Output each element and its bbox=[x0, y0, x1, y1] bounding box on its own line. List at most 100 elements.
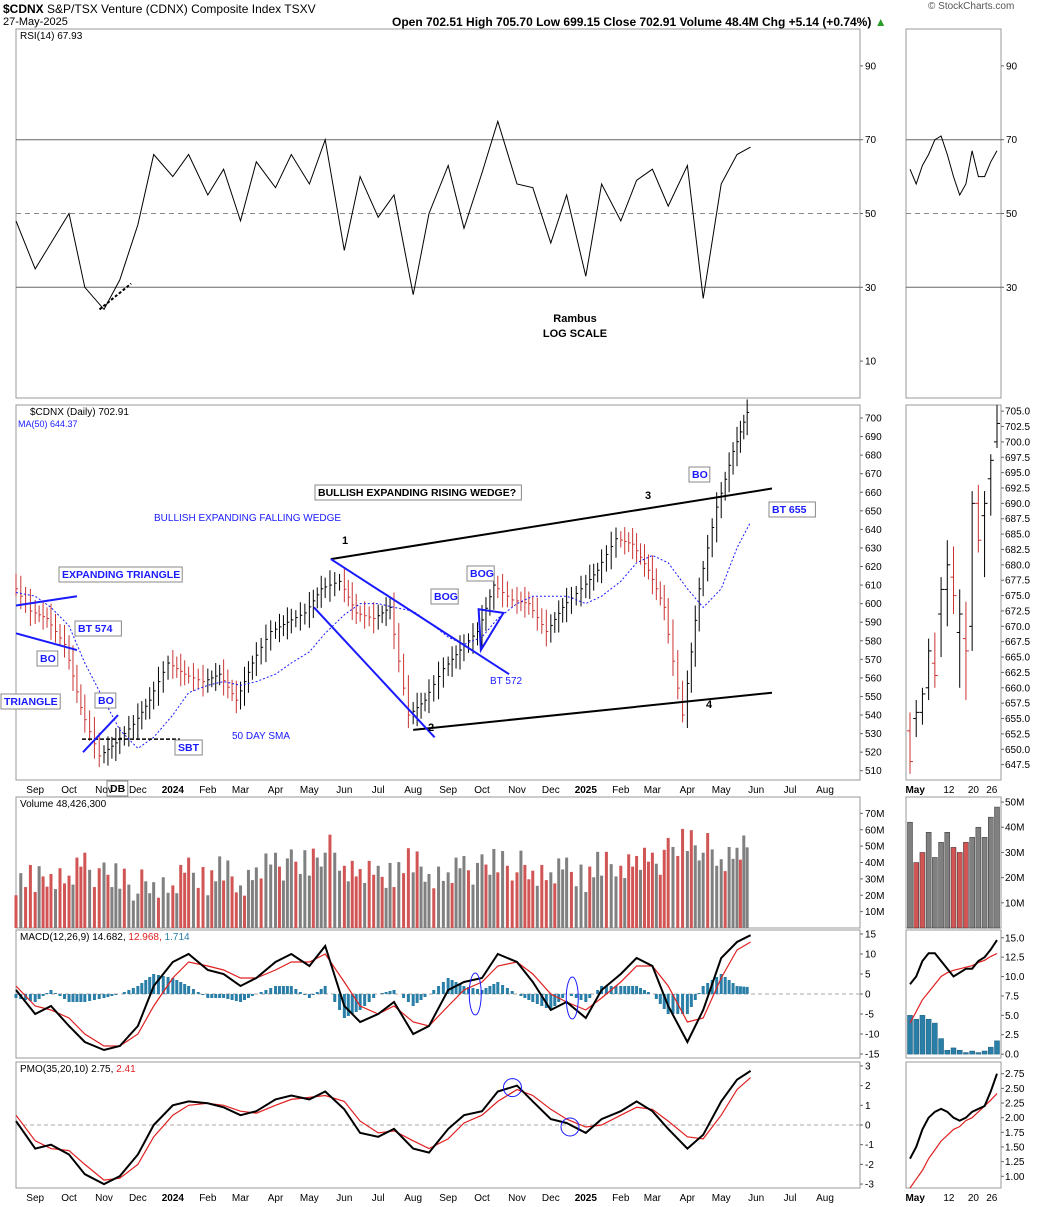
macd-zoom-y-label: 5.0 bbox=[1005, 1011, 1019, 1022]
volume-bar bbox=[627, 854, 631, 928]
volume-bar bbox=[239, 885, 243, 928]
annotation-box bbox=[36, 650, 59, 667]
macd-histogram-bar bbox=[315, 992, 319, 994]
macd-histogram-bar bbox=[510, 991, 514, 994]
volume-bar bbox=[549, 872, 553, 928]
macd-legend: MACD(12,26,9) 14.682, 12.968, 1.714 bbox=[20, 932, 190, 943]
volume-bar bbox=[323, 852, 327, 928]
annotation-label: BO bbox=[98, 695, 114, 707]
macd-histogram-bar bbox=[140, 983, 144, 994]
volume-bar bbox=[277, 866, 281, 928]
zoom-macd-histogram-bar bbox=[969, 1050, 975, 1055]
macd-histogram-bar bbox=[63, 994, 67, 999]
rsi-y-axis-label: 10 bbox=[865, 357, 877, 368]
macd-histogram-bar bbox=[658, 994, 662, 1004]
pmo-x-label: Oct bbox=[61, 1193, 77, 1204]
volume-bar bbox=[144, 881, 148, 928]
macd-y-axis-label: 0 bbox=[865, 990, 871, 1001]
volume-bar bbox=[350, 860, 354, 928]
price-legend: $CDNX (Daily) 702.91 bbox=[30, 407, 129, 418]
price-zoom-y-label: 665.0 bbox=[1005, 653, 1030, 664]
price-zoom-y-label: 692.5 bbox=[1005, 483, 1030, 494]
volume-bar bbox=[83, 852, 87, 928]
macd-histogram-bar bbox=[604, 986, 608, 994]
price-y-axis-label: 630 bbox=[865, 543, 882, 554]
zoom-volume-bar bbox=[925, 832, 932, 929]
zoom-macd-histogram-bar bbox=[925, 1018, 932, 1055]
macd-zoom-frame bbox=[905, 929, 1002, 1059]
macd-histogram-bar bbox=[156, 975, 160, 994]
pmo-zoom-y-label: 1.75 bbox=[1005, 1128, 1025, 1139]
watermark: © StockCharts.com bbox=[928, 1, 1015, 12]
price-zoom-x-label: May bbox=[905, 785, 925, 796]
macd-histogram-bar bbox=[535, 994, 539, 1004]
volume-bar bbox=[14, 895, 18, 928]
triangle-line bbox=[15, 632, 78, 652]
macd-histogram-bar bbox=[333, 994, 337, 1002]
volume-bar bbox=[269, 864, 273, 928]
price-x-label: Oct bbox=[61, 785, 77, 796]
zoom-macd-histogram-bar bbox=[907, 1015, 913, 1055]
volume-bar bbox=[303, 850, 307, 928]
zoom-macd-histogram-bar bbox=[994, 1040, 1000, 1055]
macd-histogram-bar bbox=[723, 977, 727, 994]
price-y-axis-label: 590 bbox=[865, 618, 882, 629]
price-y-axis-label: 540 bbox=[865, 711, 882, 722]
volume-bar bbox=[635, 855, 639, 928]
macd-histogram-bar bbox=[28, 994, 32, 1001]
volume-bar bbox=[432, 888, 436, 928]
macd-signal-line bbox=[15, 941, 751, 1047]
macd-histogram-bar bbox=[311, 994, 315, 995]
macd-y-axis-label: -10 bbox=[865, 1030, 880, 1041]
macd-histogram-bar bbox=[285, 986, 289, 994]
volume-bar bbox=[406, 848, 410, 928]
volume-bar bbox=[367, 860, 371, 928]
macd-histogram-bar bbox=[246, 994, 250, 998]
macd-histogram-bar bbox=[187, 986, 191, 994]
trendline bbox=[413, 691, 773, 731]
price-zoom-frame bbox=[905, 404, 1002, 781]
volume-bar bbox=[650, 852, 654, 928]
pmo-x-label: May bbox=[300, 1193, 319, 1204]
macd-histogram-bar bbox=[701, 986, 705, 994]
macd-zoom-y-label: 12.5 bbox=[1005, 953, 1025, 964]
macd-histogram-bar bbox=[148, 977, 152, 994]
macd-histogram-bar bbox=[437, 986, 441, 994]
price-y-axis-label: 530 bbox=[865, 729, 882, 740]
volume-zoom-y-label: 40M bbox=[1005, 823, 1024, 834]
pmo-x-label: Sep bbox=[26, 1193, 44, 1204]
volume-legend: Volume 48,426,300 bbox=[20, 799, 107, 810]
annotation-label: BULLISH EXPANDING RISING WEDGE? bbox=[318, 487, 516, 499]
triangle-line bbox=[15, 595, 78, 607]
macd-histogram-bar bbox=[110, 994, 114, 996]
volume-bar bbox=[298, 873, 302, 928]
annotation-box bbox=[94, 692, 117, 709]
macd-histogram-bar bbox=[218, 994, 222, 998]
zoom-macd-histogram-bar bbox=[938, 1038, 944, 1055]
price-x-label: May bbox=[300, 785, 319, 796]
price-x-label: Aug bbox=[816, 785, 834, 796]
macd-histogram-bar bbox=[372, 994, 376, 998]
price-zoom-y-label: 690.0 bbox=[1005, 499, 1030, 510]
macd-histogram-bar bbox=[75, 994, 79, 1002]
volume-bar bbox=[118, 888, 122, 928]
macd-histogram-bar bbox=[281, 986, 285, 994]
rsi-line bbox=[15, 119, 751, 311]
volume-bar bbox=[41, 876, 45, 928]
macd-histogram-bar bbox=[540, 994, 544, 1006]
zoom-volume-bar bbox=[994, 806, 1000, 929]
annotation-label: BOG bbox=[470, 568, 494, 580]
annotation-box bbox=[466, 565, 495, 582]
macd-zoom-y-label: 2.5 bbox=[1005, 1030, 1019, 1041]
zoom-volume-bar bbox=[932, 857, 938, 929]
macd-legend-part: 1.714 bbox=[165, 932, 190, 943]
rsi-y-axis-label: 30 bbox=[865, 283, 877, 294]
macd-histogram-bar bbox=[354, 994, 358, 1012]
pmo-x-label: Mar bbox=[644, 1193, 662, 1204]
volume-bar bbox=[604, 851, 608, 928]
macd-histogram-bar bbox=[264, 990, 268, 994]
macd-histogram-bar bbox=[88, 994, 92, 1001]
price-x-label: Mar bbox=[232, 785, 250, 796]
macd-histogram-bar bbox=[92, 994, 96, 1000]
macd-histogram-bar bbox=[230, 994, 234, 1000]
